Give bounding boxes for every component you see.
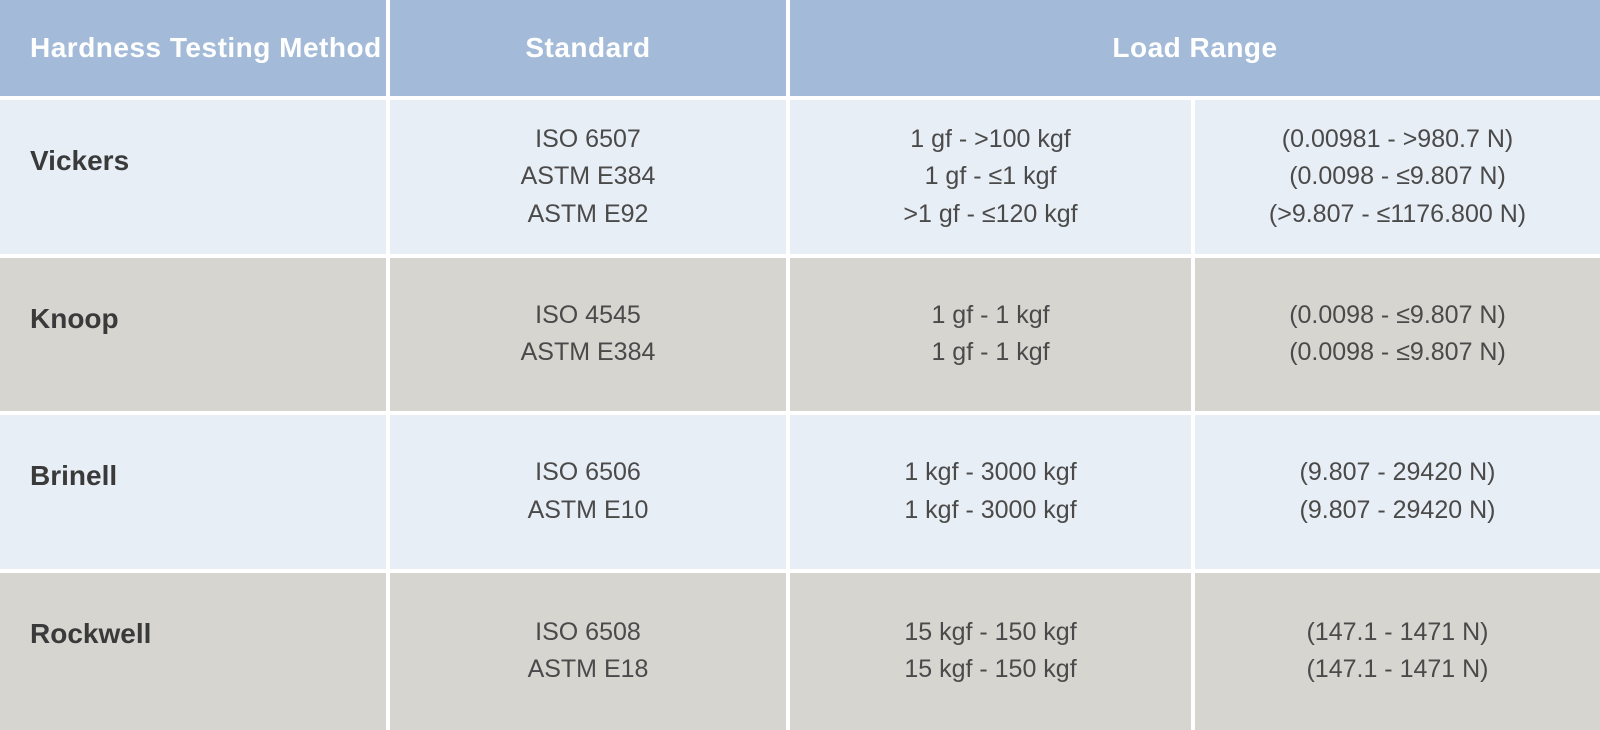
load-n-value: (9.807 - 29420 N) [1300, 454, 1496, 492]
method-name: Vickers [30, 140, 129, 182]
load-kgf-cell: 1 gf - >100 kgf1 gf - ≤1 kgf>1 gf - ≤120… [790, 100, 1195, 258]
table-row: BrinellISO 6506ASTM E101 kgf - 3000 kgf1… [0, 415, 1600, 573]
method-cell: Knoop [0, 258, 390, 416]
load-n-value: (0.0098 - ≤9.807 N) [1289, 297, 1506, 335]
standard-value: ISO 6508 [535, 614, 641, 652]
standard-cell: ISO 6508ASTM E18 [390, 573, 790, 730]
standard-value: ASTM E384 [521, 334, 656, 372]
load-n-value: (9.807 - 29420 N) [1300, 492, 1496, 530]
standard-value: ASTM E92 [528, 196, 649, 234]
table-header-row: Hardness Testing Method Standard Load Ra… [0, 0, 1600, 100]
load-n-value: (0.0098 - ≤9.807 N) [1289, 158, 1506, 196]
header-standard: Standard [390, 0, 790, 100]
load-n-value: (>9.807 - ≤1176.800 N) [1269, 196, 1526, 234]
load-n-cell: (147.1 - 1471 N)(147.1 - 1471 N) [1195, 573, 1600, 730]
load-kgf-value: 1 kgf - 3000 kgf [904, 492, 1076, 530]
header-method: Hardness Testing Method [0, 0, 390, 100]
standard-cell: ISO 6506ASTM E10 [390, 415, 790, 573]
hardness-table: Hardness Testing Method Standard Load Ra… [0, 0, 1600, 730]
header-load-range: Load Range [790, 0, 1600, 100]
method-name: Brinell [30, 455, 117, 497]
method-name: Rockwell [30, 613, 151, 655]
load-n-value: (0.0098 - ≤9.807 N) [1289, 334, 1506, 372]
load-kgf-value: 1 kgf - 3000 kgf [904, 454, 1076, 492]
load-n-cell: (9.807 - 29420 N)(9.807 - 29420 N) [1195, 415, 1600, 573]
table-row: VickersISO 6507ASTM E384ASTM E921 gf - >… [0, 100, 1600, 258]
load-kgf-value: 1 gf - 1 kgf [931, 334, 1049, 372]
standard-value: ISO 6506 [535, 454, 641, 492]
standard-value: ASTM E18 [528, 651, 649, 689]
standard-value: ASTM E10 [528, 492, 649, 530]
load-kgf-cell: 1 kgf - 3000 kgf1 kgf - 3000 kgf [790, 415, 1195, 573]
load-kgf-value: 15 kgf - 150 kgf [904, 614, 1076, 652]
load-kgf-value: 1 gf - ≤1 kgf [925, 158, 1057, 196]
standard-cell: ISO 4545ASTM E384 [390, 258, 790, 416]
method-cell: Vickers [0, 100, 390, 258]
table-row: RockwellISO 6508ASTM E1815 kgf - 150 kgf… [0, 573, 1600, 730]
load-n-value: (147.1 - 1471 N) [1306, 651, 1488, 689]
load-kgf-value: 15 kgf - 150 kgf [904, 651, 1076, 689]
method-cell: Rockwell [0, 573, 390, 730]
load-kgf-cell: 15 kgf - 150 kgf15 kgf - 150 kgf [790, 573, 1195, 730]
load-kgf-value: 1 gf - >100 kgf [910, 121, 1071, 159]
method-name: Knoop [30, 298, 119, 340]
standard-value: ISO 4545 [535, 297, 641, 335]
standard-cell: ISO 6507ASTM E384ASTM E92 [390, 100, 790, 258]
load-n-cell: (0.00981 - >980.7 N)(0.0098 - ≤9.807 N)(… [1195, 100, 1600, 258]
standard-value: ISO 6507 [535, 121, 641, 159]
load-kgf-value: >1 gf - ≤120 kgf [903, 196, 1077, 234]
method-cell: Brinell [0, 415, 390, 573]
load-n-value: (0.00981 - >980.7 N) [1282, 121, 1513, 159]
standard-value: ASTM E384 [521, 158, 656, 196]
load-kgf-cell: 1 gf - 1 kgf1 gf - 1 kgf [790, 258, 1195, 416]
load-n-cell: (0.0098 - ≤9.807 N)(0.0098 - ≤9.807 N) [1195, 258, 1600, 416]
load-kgf-value: 1 gf - 1 kgf [931, 297, 1049, 335]
load-n-value: (147.1 - 1471 N) [1306, 614, 1488, 652]
table-row: KnoopISO 4545ASTM E3841 gf - 1 kgf1 gf -… [0, 258, 1600, 416]
